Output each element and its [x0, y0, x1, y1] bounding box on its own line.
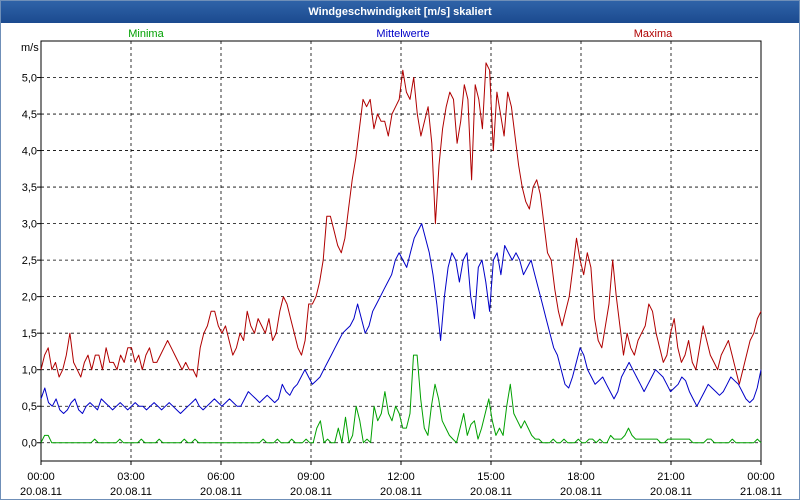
chart-title: Windgeschwindigkeit [m/s] skaliert: [1, 1, 799, 23]
y-tick-label: 3,5: [22, 182, 37, 194]
x-tick-time-label: 06:00: [207, 471, 235, 483]
y-tick-label: 5,0: [22, 73, 37, 85]
series-line-maxima: [40, 62, 762, 385]
x-tick-time-label: 09:00: [297, 471, 325, 483]
y-tick-label: 1,5: [22, 328, 37, 340]
y-tick-label: 0,5: [22, 401, 37, 413]
y-tick-label: 2,5: [22, 255, 37, 267]
x-tick-time-label: 15:00: [477, 471, 505, 483]
x-tick-time-label: 00:00: [27, 471, 55, 483]
y-tick-label: 2,0: [22, 292, 37, 304]
series-line-minima: [40, 354, 762, 444]
x-tick-date-label: 20.08.11: [380, 486, 422, 498]
y-tick-label: 1,0: [22, 365, 37, 377]
x-tick-time-label: 00:00: [747, 471, 775, 483]
y-tick-label: 3,0: [22, 219, 37, 231]
legend-minima: Minima: [128, 28, 164, 40]
x-tick-date-label: 20.08.11: [20, 486, 62, 498]
x-tick-date-label: 20.08.11: [560, 486, 602, 498]
x-tick-date-label: 20.08.11: [290, 486, 332, 498]
x-tick-date-label: 20.08.11: [650, 486, 692, 498]
x-tick-date-label: 20.08.11: [470, 486, 512, 498]
series-line-mittelwerte: [40, 223, 762, 414]
x-tick-time-label: 21:00: [657, 471, 685, 483]
legend-maxima: Maxima: [634, 28, 673, 40]
x-tick-time-label: 03:00: [117, 471, 145, 483]
y-tick-label: 0,0: [22, 438, 37, 450]
series-group: [40, 62, 762, 444]
x-tick-time-label: 18:00: [567, 471, 595, 483]
y-tick-label: 4,5: [22, 109, 37, 121]
x-tick-date-label: 20.08.11: [200, 486, 242, 498]
y-tick-label: 4,0: [22, 146, 37, 158]
x-tick-time-label: 12:00: [387, 471, 415, 483]
x-tick-date-label: 20.08.11: [110, 486, 152, 498]
legend-mittelwerte: Mittelwerte: [376, 28, 429, 40]
x-tick-date-label: 21.08.11: [740, 486, 782, 498]
y-axis-label: m/s: [21, 42, 39, 54]
